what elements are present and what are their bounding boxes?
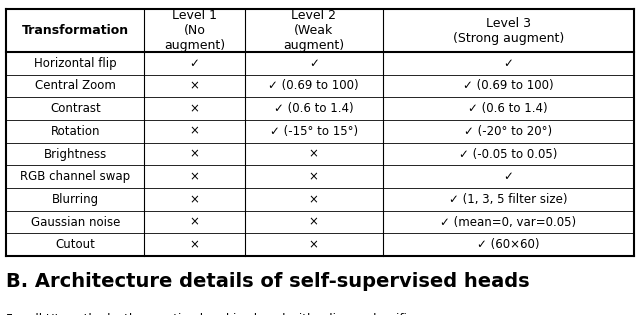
Text: ×: ×	[189, 102, 200, 115]
Text: ×: ×	[308, 193, 319, 206]
Text: Level 2
(Weak
augment): Level 2 (Weak augment)	[283, 9, 344, 52]
Text: ✓ (60×60): ✓ (60×60)	[477, 238, 540, 251]
Text: ✓ (-0.05 to 0.05): ✓ (-0.05 to 0.05)	[459, 147, 557, 161]
Text: Transformation: Transformation	[22, 24, 129, 37]
Text: Blurring: Blurring	[52, 193, 99, 206]
Text: ×: ×	[189, 215, 200, 229]
Text: ✓ (mean=0, var=0.05): ✓ (mean=0, var=0.05)	[440, 215, 576, 229]
Text: ✓: ✓	[503, 57, 513, 70]
Text: B. Architecture details of self-supervised heads: B. Architecture details of self-supervis…	[6, 272, 530, 291]
Text: ✓ (-15° to 15°): ✓ (-15° to 15°)	[269, 125, 358, 138]
Text: ×: ×	[308, 238, 319, 251]
Text: Gaussian noise: Gaussian noise	[31, 215, 120, 229]
Text: Level 1
(No
augment): Level 1 (No augment)	[164, 9, 225, 52]
Text: Central Zoom: Central Zoom	[35, 79, 116, 93]
Text: ×: ×	[189, 238, 200, 251]
Text: ✓: ✓	[503, 170, 513, 183]
Text: ×: ×	[189, 193, 200, 206]
Text: ×: ×	[189, 79, 200, 93]
Text: ×: ×	[189, 147, 200, 161]
Text: ×: ×	[189, 125, 200, 138]
Text: For all HL methods, the emotion head is placed with a linear classifier: For all HL methods, the emotion head is …	[6, 313, 420, 315]
Text: ×: ×	[308, 147, 319, 161]
Text: ×: ×	[308, 215, 319, 229]
Text: ✓ (-20° to 20°): ✓ (-20° to 20°)	[464, 125, 552, 138]
Text: Level 3
(Strong augment): Level 3 (Strong augment)	[452, 17, 564, 45]
Text: Brightness: Brightness	[44, 147, 107, 161]
Text: ×: ×	[308, 170, 319, 183]
Text: Cutout: Cutout	[56, 238, 95, 251]
Text: ×: ×	[189, 170, 200, 183]
Text: ✓ (0.6 to 1.4): ✓ (0.6 to 1.4)	[274, 102, 353, 115]
Text: ✓ (0.69 to 100): ✓ (0.69 to 100)	[463, 79, 554, 93]
Text: RGB channel swap: RGB channel swap	[20, 170, 131, 183]
Text: Horizontal flip: Horizontal flip	[34, 57, 116, 70]
Text: ✓: ✓	[308, 57, 319, 70]
Text: ✓ (0.69 to 100): ✓ (0.69 to 100)	[268, 79, 359, 93]
Text: ✓ (1, 3, 5 filter size): ✓ (1, 3, 5 filter size)	[449, 193, 568, 206]
Text: Contrast: Contrast	[50, 102, 100, 115]
Text: ✓: ✓	[189, 57, 200, 70]
Text: Rotation: Rotation	[51, 125, 100, 138]
Text: ✓ (0.6 to 1.4): ✓ (0.6 to 1.4)	[468, 102, 548, 115]
